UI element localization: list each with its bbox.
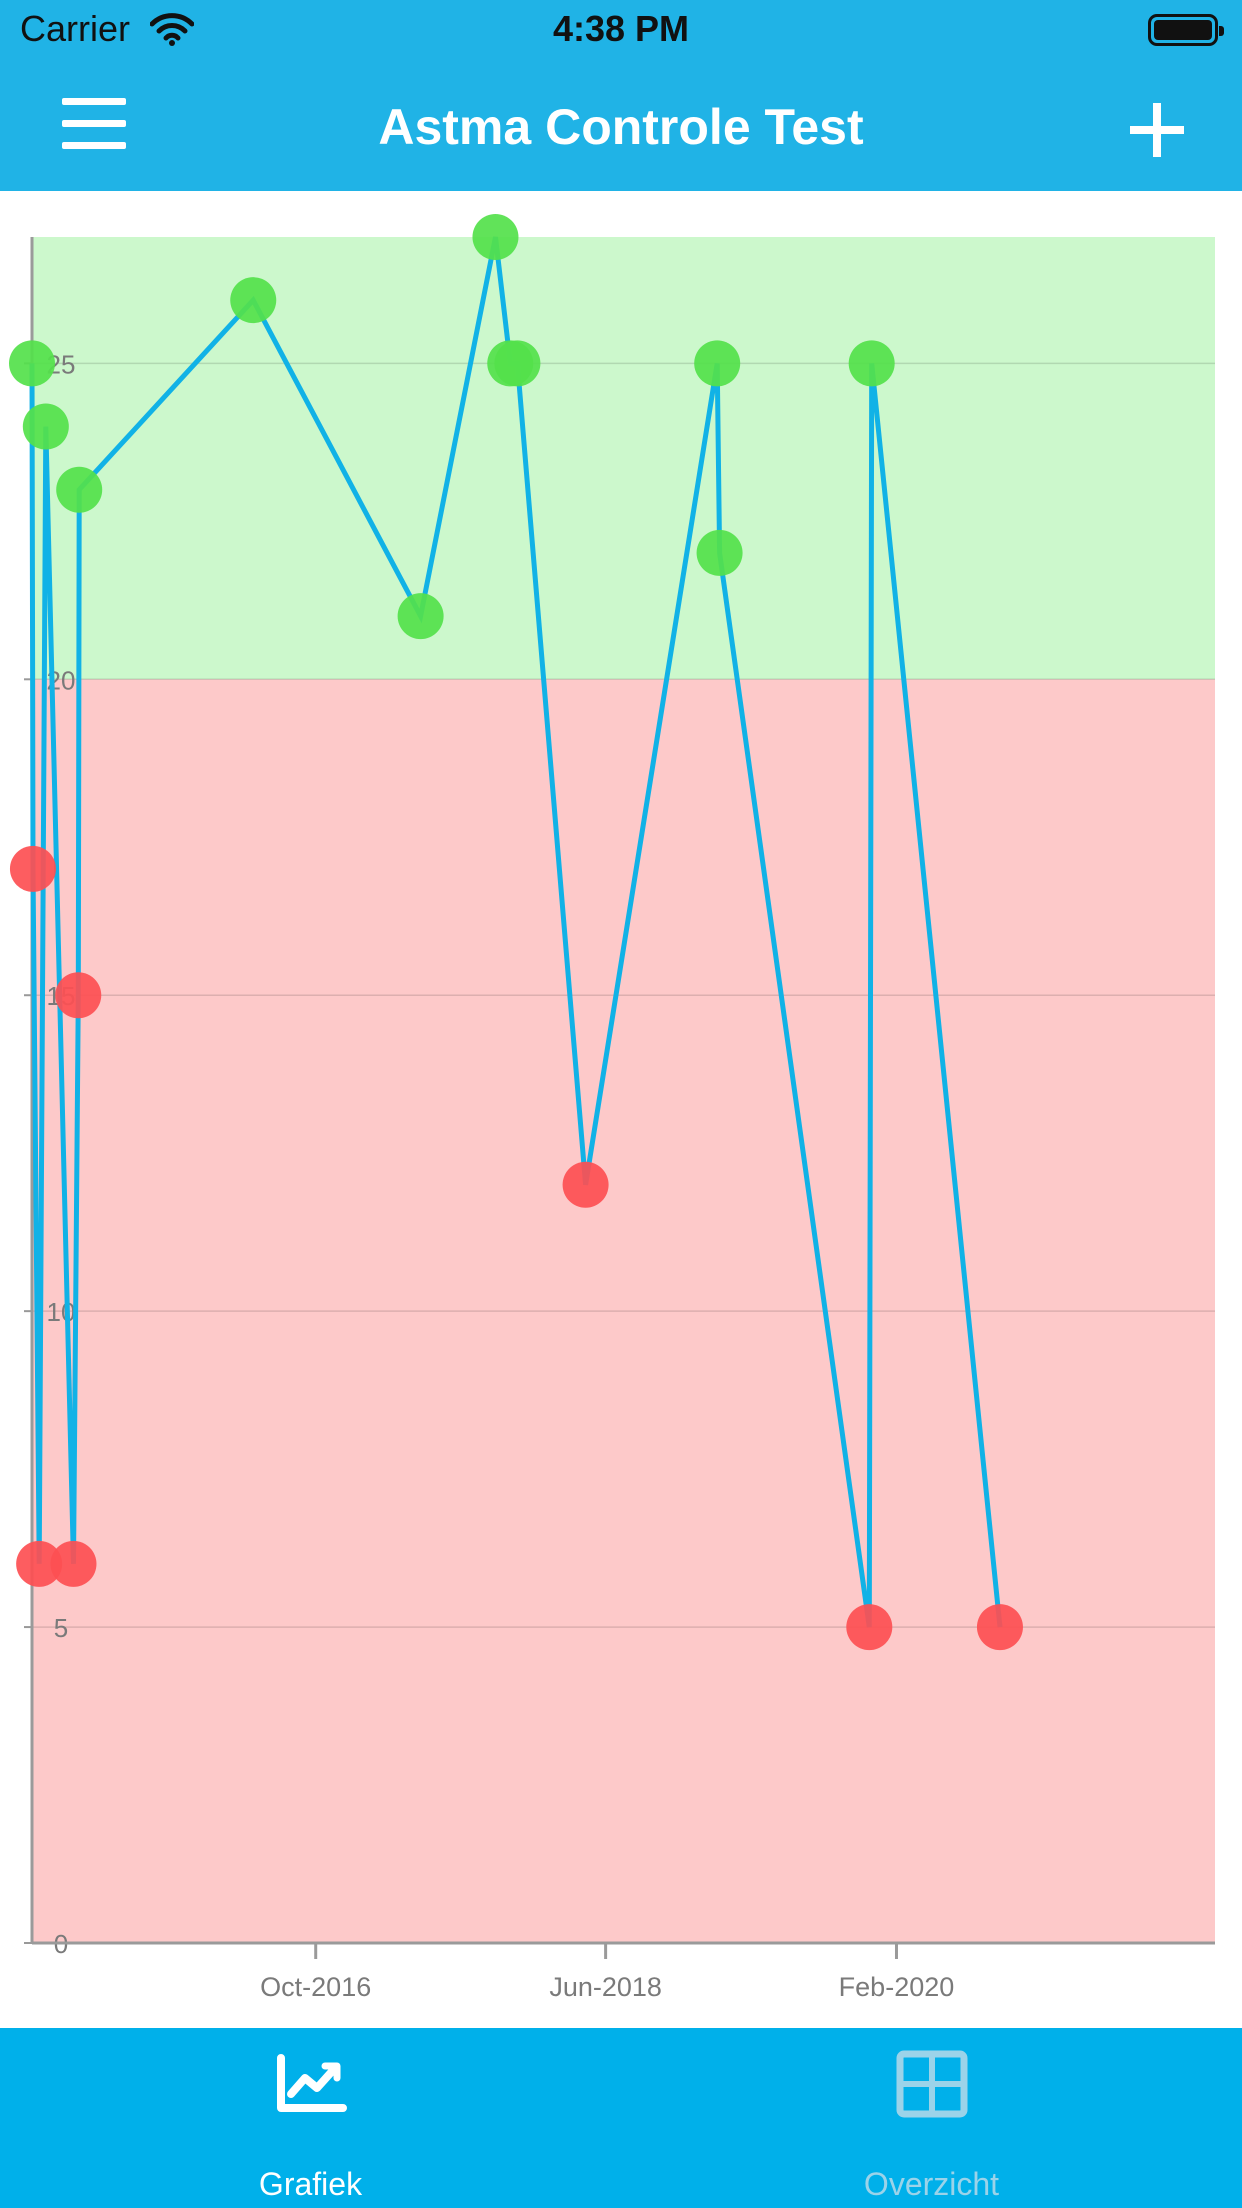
data-point xyxy=(9,340,55,387)
tab-overzicht[interactable]: Overzicht xyxy=(621,2028,1242,2208)
clock: 4:38 PM xyxy=(552,8,690,49)
data-point xyxy=(472,214,519,260)
page-title: Astma Controle Test xyxy=(378,99,864,155)
data-point xyxy=(9,845,56,892)
x-tick-label: Jun-2018 xyxy=(549,1972,662,2002)
data-point xyxy=(976,1604,1023,1651)
data-point xyxy=(397,593,444,640)
data-point xyxy=(694,340,741,387)
hamburger-menu-icon[interactable] xyxy=(50,98,140,158)
data-point xyxy=(22,403,69,450)
x-tick-label: Oct-2016 xyxy=(260,1972,371,2002)
data-point xyxy=(846,1604,893,1651)
data-point xyxy=(696,529,743,576)
data-point xyxy=(230,277,277,324)
score-line xyxy=(29,236,1003,1628)
y-tick-label: 5 xyxy=(54,1613,68,1643)
add-button[interactable] xyxy=(1122,95,1192,165)
tab-bar: Grafiek Overzicht xyxy=(0,2028,1242,2208)
bad-zone xyxy=(32,679,1215,1943)
x-tick-label: Feb-2020 xyxy=(839,1972,955,2002)
tab-label-overzicht: Overzicht xyxy=(863,2166,1000,2202)
data-point xyxy=(848,340,895,387)
y-tick-label: 10 xyxy=(47,1297,76,1327)
wifi-icon xyxy=(149,12,195,51)
good-zone xyxy=(32,237,1215,680)
data-point xyxy=(494,340,541,387)
data-point xyxy=(50,1540,97,1587)
battery-icon xyxy=(1148,14,1224,46)
tab-label-grafiek: Grafiek xyxy=(258,2166,363,2202)
data-point xyxy=(56,466,103,513)
status-bar: Carrier 4:38 PM xyxy=(0,0,1242,60)
grid-table-icon xyxy=(896,2050,967,2118)
navigation-bar: Astma Controle Test xyxy=(0,60,1242,191)
data-point xyxy=(16,1540,63,1587)
line-chart-icon xyxy=(276,2054,347,2112)
data-point xyxy=(55,972,102,1019)
carrier-label: Carrier xyxy=(20,8,131,49)
data-point xyxy=(562,1161,609,1208)
tab-grafiek[interactable]: Grafiek xyxy=(0,2028,621,2208)
